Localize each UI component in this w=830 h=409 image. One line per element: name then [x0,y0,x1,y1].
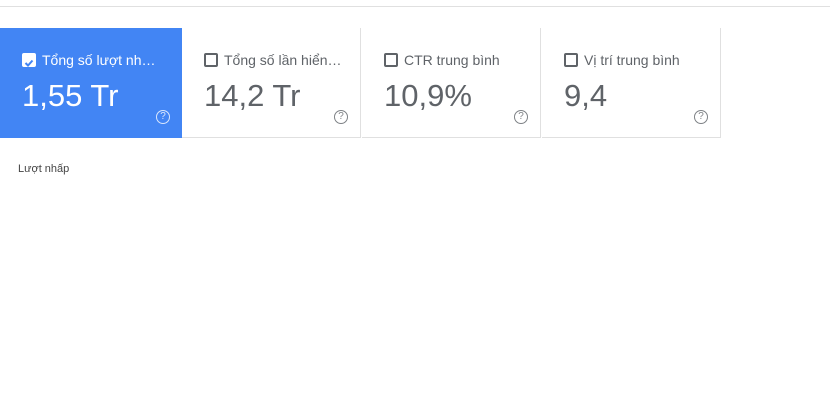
chart: Lượt nhấp [18,163,69,175]
help-icon[interactable]: ? [334,110,348,124]
help-icon[interactable]: ? [694,110,708,124]
help-icon[interactable]: ? [514,110,528,124]
checkbox[interactable] [204,53,218,67]
metric-value: 1,55 Tr [22,78,119,113]
y-axis-label: Lượt nhấp [18,163,69,175]
metric-value: 9,4 [564,78,608,113]
checkbox[interactable] [564,53,578,67]
metric-value: 10,9% [384,78,472,113]
top-bar [0,0,830,7]
metric-card[interactable]: Vị trí trung bình 9,4? [542,28,721,138]
metric-card[interactable]: Tổng số lần hiển… 14,2 Tr? [182,28,361,138]
metric-label: Tổng số lượt nh… [42,52,156,68]
help-icon[interactable]: ? [156,110,170,124]
metric-label: CTR trung bình [404,52,500,68]
metric-value: 14,2 Tr [204,78,301,113]
metric-label: Vị trí trung bình [584,52,680,68]
metric-label: Tổng số lần hiển… [224,52,342,68]
checkbox[interactable]: 04 N8 N12 N21/05/201906/07/201921/08/201… [22,53,830,288]
metric-card[interactable]: 04 N8 N12 N21/05/201906/07/201921/08/201… [0,28,830,288]
checkbox[interactable] [384,53,398,67]
metric-card[interactable]: CTR trung bình 10,9%? [362,28,541,138]
